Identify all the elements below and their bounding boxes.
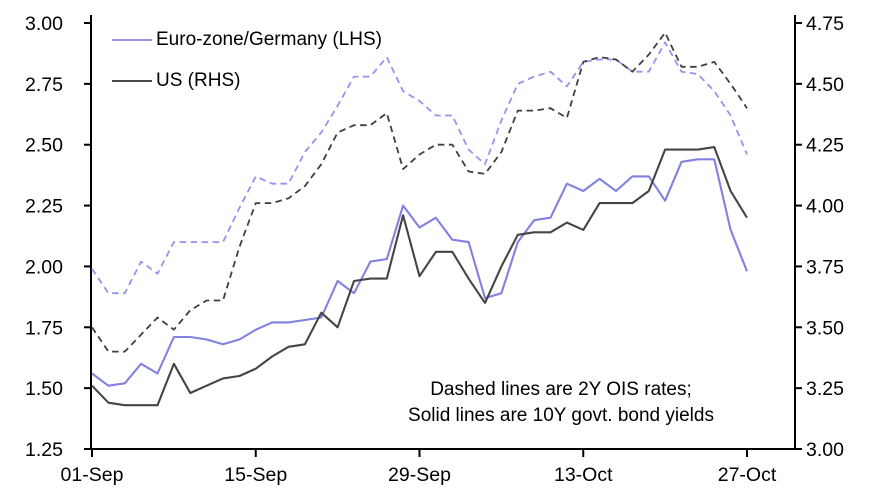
y-axis-left-label: 2.25 bbox=[25, 196, 63, 218]
legend-label-us: US (RHS) bbox=[156, 69, 241, 91]
y-axis-right-label: 4.00 bbox=[806, 196, 844, 218]
legend-item-us: US (RHS) bbox=[112, 60, 382, 101]
eurozone-line-swatch bbox=[112, 38, 152, 41]
x-axis-label: 27-Oct bbox=[718, 464, 777, 486]
annotation-line-1: Dashed lines are 2Y OIS rates; bbox=[430, 379, 692, 400]
legend-label-eurozone: Euro-zone/Germany (LHS) bbox=[156, 28, 382, 50]
series-line-eurozone-solid bbox=[91, 158, 748, 387]
y-axis-right-label: 3.50 bbox=[806, 317, 844, 339]
y-axis-right-label: 4.25 bbox=[806, 135, 844, 157]
chart-annotation: Dashed lines are 2Y OIS rates; Solid lin… bbox=[408, 377, 714, 429]
y-axis-right-label: 3.25 bbox=[806, 378, 844, 400]
y-axis-right-label: 4.75 bbox=[806, 13, 844, 35]
y-axis-right-label: 4.50 bbox=[806, 74, 844, 96]
us-line-swatch bbox=[112, 79, 152, 82]
legend: Euro-zone/Germany (LHS) US (RHS) bbox=[112, 19, 382, 101]
y-axis-left-label: 2.00 bbox=[25, 256, 63, 278]
x-axis-label: 01-Sep bbox=[61, 464, 124, 486]
series-line-us-dashed bbox=[91, 31, 748, 353]
y-axis-right-label: 3.00 bbox=[806, 439, 844, 461]
x-axis-label: 29-Sep bbox=[388, 464, 451, 486]
x-axis-label: 13-Oct bbox=[554, 464, 613, 486]
annotation-line-2: Solid lines are 10Y govt. bond yields bbox=[408, 405, 714, 426]
y-axis-left-label: 1.25 bbox=[25, 439, 63, 461]
x-axis-label: 15-Sep bbox=[224, 464, 287, 486]
y-axis-left-label: 2.75 bbox=[25, 74, 63, 96]
legend-item-eurozone: Euro-zone/Germany (LHS) bbox=[112, 19, 382, 60]
y-axis-left-label: 3.00 bbox=[25, 13, 63, 35]
y-axis-right-label: 3.75 bbox=[806, 256, 844, 278]
y-axis-left-label: 1.50 bbox=[25, 378, 63, 400]
series-line-eurozone-dashed bbox=[91, 41, 748, 295]
y-axis-left-label: 2.50 bbox=[25, 135, 63, 157]
series-line-us-solid bbox=[91, 146, 748, 407]
y-axis-left-label: 1.75 bbox=[25, 317, 63, 339]
